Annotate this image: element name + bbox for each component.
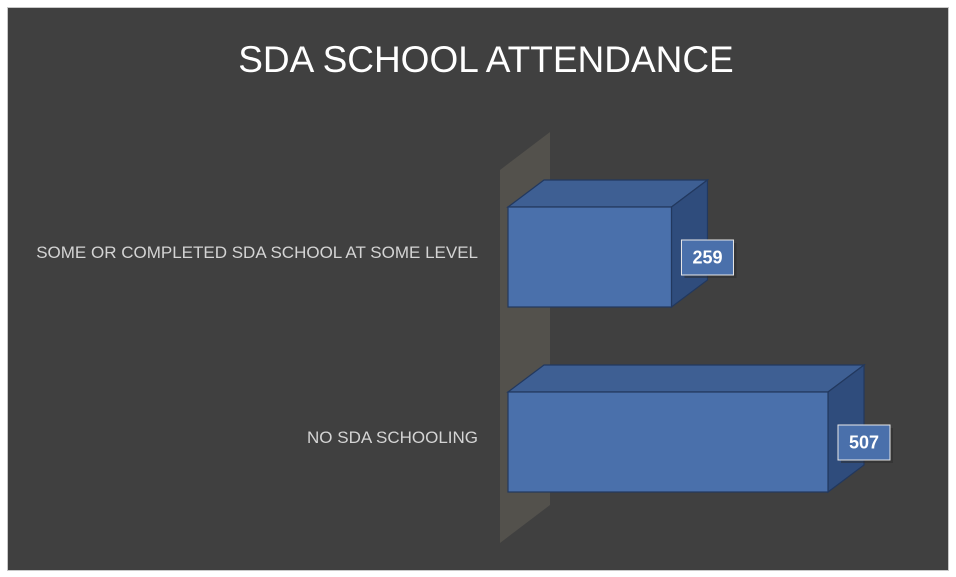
value-label: 507 (849, 432, 879, 452)
category-label-wrap: NO SDA SCHOOLING (8, 424, 478, 451)
value-label-box (837, 424, 891, 461)
category-label: NO SDA SCHOOLING (307, 427, 478, 447)
category-label: SOME OR COMPLETED SDA SCHOOL AT SOME LEV… (36, 242, 478, 262)
category-label-wrap: SOME OR COMPLETED SDA SCHOOL AT SOME LEV… (8, 239, 478, 266)
bar (507, 206, 673, 308)
value-label: 259 (692, 247, 722, 267)
chart-title: SDA SCHOOL ATTENDANCE (238, 39, 734, 80)
bar (507, 391, 829, 493)
bar-top (506, 364, 866, 393)
value-label-box (680, 239, 734, 276)
